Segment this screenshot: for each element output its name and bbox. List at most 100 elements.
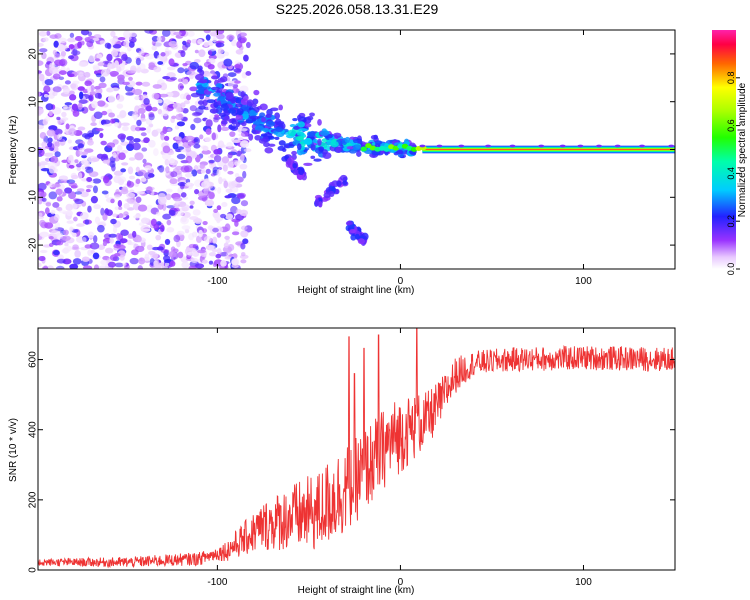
noise-blob bbox=[181, 261, 190, 269]
noise-blob bbox=[201, 180, 210, 189]
noise-blob bbox=[94, 92, 102, 99]
carrier-ripple bbox=[485, 144, 492, 148]
noise-blob bbox=[96, 100, 106, 107]
noise-blob bbox=[137, 204, 148, 212]
signal-blob bbox=[318, 146, 325, 152]
noise-blob bbox=[183, 100, 190, 105]
signal-blob bbox=[275, 127, 284, 133]
noise-blob bbox=[239, 140, 249, 148]
noise-blob bbox=[168, 209, 176, 216]
noise-blob bbox=[47, 137, 53, 143]
noise-blob bbox=[71, 229, 79, 233]
noise-blob bbox=[110, 49, 119, 57]
noise-blob bbox=[57, 37, 67, 44]
noise-blob bbox=[141, 147, 148, 152]
noise-blob bbox=[83, 71, 91, 78]
x-tick-label: 0 bbox=[398, 577, 404, 588]
noise-blob bbox=[166, 219, 172, 226]
noise-blob bbox=[145, 105, 153, 112]
noise-blob bbox=[167, 128, 172, 132]
signal-blob bbox=[292, 117, 298, 122]
carrier-onset-blob bbox=[360, 146, 368, 152]
noise-blob bbox=[243, 54, 249, 62]
spectrogram-ylabel: Frequency (Hz) bbox=[8, 116, 19, 185]
noise-blob bbox=[114, 194, 121, 199]
noise-blob bbox=[73, 216, 78, 222]
signal-blob bbox=[197, 65, 203, 72]
noise-blob bbox=[48, 191, 58, 200]
noise-blob bbox=[90, 195, 99, 204]
noise-blob bbox=[119, 238, 128, 244]
noise-blob bbox=[48, 147, 55, 151]
x-tick-label: 100 bbox=[575, 577, 592, 588]
noise-blob bbox=[158, 165, 165, 173]
noise-blob bbox=[160, 224, 165, 233]
noise-blob bbox=[212, 236, 218, 244]
noise-blob bbox=[50, 229, 60, 237]
noise-blob bbox=[114, 60, 119, 68]
tail-blob bbox=[357, 238, 365, 245]
noise-blob bbox=[159, 82, 168, 91]
noise-blob bbox=[46, 30, 51, 36]
noise-blob bbox=[74, 35, 83, 42]
noise-blob bbox=[130, 124, 137, 132]
noise-blob bbox=[70, 50, 81, 56]
signal-blob bbox=[262, 127, 270, 133]
noise-blob bbox=[68, 128, 77, 136]
noise-blob bbox=[169, 157, 175, 164]
noise-blob bbox=[66, 220, 74, 224]
noise-blob bbox=[210, 70, 216, 75]
noise-blob bbox=[235, 49, 244, 55]
noise-blob bbox=[47, 141, 53, 148]
noise-blob bbox=[127, 200, 137, 205]
noise-blob bbox=[166, 66, 176, 71]
noise-blob bbox=[38, 256, 46, 262]
signal-blob bbox=[307, 131, 314, 138]
colorbar-tick-label: 0.4 bbox=[726, 167, 736, 180]
noise-blob bbox=[38, 199, 43, 205]
signal-blob bbox=[284, 144, 291, 149]
noise-blob bbox=[89, 91, 96, 96]
noise-blob bbox=[122, 125, 129, 131]
tail-blob bbox=[336, 180, 342, 187]
noise-blob bbox=[59, 210, 67, 214]
y-tick-label: 0 bbox=[28, 567, 39, 573]
noise-blob bbox=[90, 122, 97, 127]
noise-blob bbox=[61, 111, 67, 118]
noise-blob bbox=[135, 81, 143, 86]
spectrogram-blobs bbox=[38, 30, 675, 269]
signal-blob bbox=[310, 144, 316, 151]
noise-blob bbox=[216, 247, 222, 253]
noise-blob bbox=[93, 264, 100, 269]
noise-blob bbox=[106, 142, 116, 148]
signal-blob bbox=[217, 77, 225, 83]
noise-blob bbox=[69, 226, 74, 232]
noise-blob bbox=[181, 216, 187, 223]
noise-blob bbox=[128, 76, 133, 81]
colorbar-label: Normalized spectral amplitude bbox=[737, 82, 748, 217]
noise-blob bbox=[186, 39, 192, 45]
noise-blob bbox=[96, 53, 103, 59]
noise-blob bbox=[57, 206, 63, 212]
noise-blob bbox=[208, 159, 215, 164]
noise-blob bbox=[91, 157, 100, 162]
signal-blob bbox=[303, 138, 313, 145]
noise-blob bbox=[217, 124, 222, 133]
noise-blob bbox=[89, 242, 100, 250]
noise-blob bbox=[163, 259, 172, 263]
noise-blob bbox=[177, 82, 184, 91]
signal-blob bbox=[210, 86, 221, 91]
noise-blob bbox=[211, 132, 216, 141]
noise-blob bbox=[157, 196, 167, 205]
noise-blob bbox=[38, 142, 42, 147]
noise-blob bbox=[116, 94, 125, 102]
noise-blob bbox=[65, 203, 73, 212]
noise-blob bbox=[203, 235, 212, 243]
snr-axes: -100 0 100 0 200 400 600 bbox=[28, 328, 675, 588]
noise-blob bbox=[77, 143, 85, 149]
snr-series-line bbox=[38, 328, 675, 569]
noise-blob bbox=[90, 84, 95, 92]
noise-blob bbox=[133, 88, 143, 96]
noise-blob bbox=[156, 36, 162, 42]
noise-blob bbox=[38, 91, 41, 97]
